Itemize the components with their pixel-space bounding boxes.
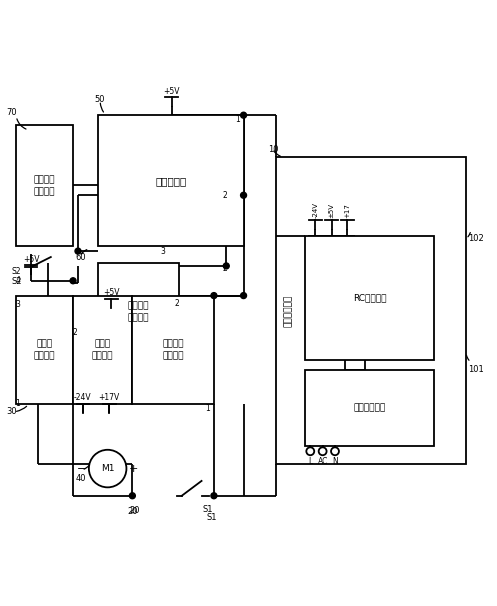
Text: -24V: -24V	[312, 202, 318, 218]
Bar	[276, 157, 466, 464]
Text: 1: 1	[235, 115, 240, 124]
Bar	[98, 115, 244, 246]
Text: S2: S2	[11, 278, 22, 286]
Text: 2: 2	[223, 264, 228, 273]
Text: 1: 1	[15, 399, 20, 408]
Text: +17: +17	[344, 204, 350, 218]
Bar	[73, 296, 132, 404]
Text: 主控制模块: 主控制模块	[155, 176, 186, 185]
Text: 过零传号
控制模块: 过零传号 控制模块	[163, 339, 184, 361]
Text: 3: 3	[15, 300, 20, 309]
Text: N: N	[332, 457, 338, 466]
Text: 2: 2	[223, 191, 228, 200]
Text: 102: 102	[469, 234, 484, 243]
Text: 3: 3	[161, 247, 166, 256]
Text: -24V: -24V	[74, 393, 92, 402]
Text: L: L	[308, 457, 313, 466]
Text: 继电器
控制模块: 继电器 控制模块	[34, 339, 55, 361]
Text: AC: AC	[318, 457, 328, 466]
Text: 20: 20	[127, 507, 138, 516]
Circle shape	[75, 248, 81, 254]
Circle shape	[241, 192, 247, 198]
Text: 10: 10	[268, 145, 279, 154]
Text: 2: 2	[174, 299, 179, 307]
Circle shape	[223, 263, 229, 269]
Bar	[132, 296, 214, 404]
Text: ±5V: ±5V	[329, 204, 334, 218]
Text: M1: M1	[101, 464, 114, 473]
Text: 20: 20	[129, 505, 139, 514]
Text: −: −	[77, 464, 86, 473]
Bar	[16, 125, 73, 246]
Text: 70: 70	[6, 108, 17, 117]
Circle shape	[129, 493, 135, 499]
Circle shape	[211, 493, 217, 499]
Text: 1: 1	[206, 404, 210, 413]
Circle shape	[241, 112, 247, 118]
Text: 用户操作
显示模块: 用户操作 显示模块	[34, 175, 55, 196]
Text: 可控硅
控制模块: 可控硅 控制模块	[92, 339, 113, 361]
Circle shape	[211, 293, 217, 299]
Text: 过零传号
控制模块: 过零传号 控制模块	[128, 301, 149, 322]
Text: +: +	[129, 464, 138, 473]
Text: 50: 50	[94, 95, 105, 104]
Bar	[305, 370, 434, 447]
Text: S2: S2	[11, 267, 21, 276]
Text: 101: 101	[469, 365, 484, 374]
Text: 30: 30	[6, 407, 17, 416]
Bar	[16, 296, 73, 404]
Text: 40: 40	[76, 473, 86, 482]
Circle shape	[241, 293, 247, 299]
Text: 电源变换单元: 电源变换单元	[353, 404, 386, 413]
Text: 60: 60	[76, 253, 86, 262]
Text: S1: S1	[206, 513, 217, 522]
Text: S1: S1	[203, 505, 213, 514]
Text: +5V: +5V	[23, 255, 39, 264]
Text: 电源变换模块: 电源变换模块	[283, 295, 293, 327]
Text: +5V: +5V	[103, 288, 119, 298]
Bar	[98, 264, 179, 360]
Text: +5V: +5V	[164, 87, 180, 96]
Circle shape	[70, 278, 76, 284]
Bar	[305, 236, 434, 360]
Text: +17V: +17V	[98, 393, 120, 402]
Text: 2: 2	[72, 328, 77, 337]
Text: 4: 4	[15, 276, 20, 285]
Text: RC降压单元: RC降压单元	[353, 293, 386, 302]
